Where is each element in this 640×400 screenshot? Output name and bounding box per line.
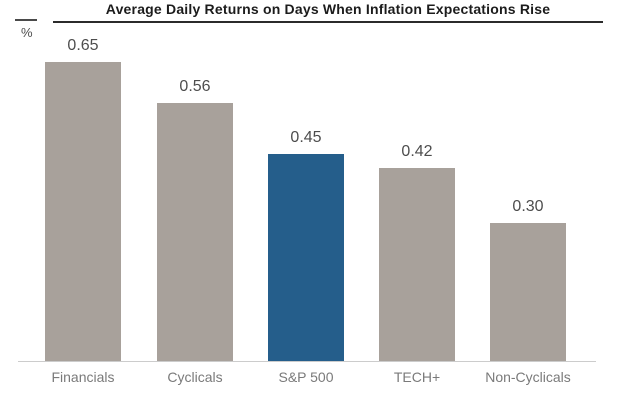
bar-group-cyclicals: 0.56 Cyclicals	[157, 0, 233, 400]
bar-value-financials: 0.65	[67, 37, 99, 54]
category-label-s-p-500: S&P 500	[278, 369, 334, 385]
x-axis-line	[18, 361, 596, 362]
y-axis-unit-label: %	[21, 25, 33, 40]
title-left-dash	[15, 19, 37, 21]
bar-cyclicals	[157, 103, 233, 361]
bar-value-s-p-500: 0.45	[290, 129, 322, 146]
bar-group-s-p-500: 0.45 S&P 500	[268, 0, 344, 400]
category-label-tech: TECH+	[393, 369, 441, 385]
bar-financials	[45, 62, 121, 361]
bar-group-tech: 0.42 TECH+	[379, 0, 455, 400]
bar-tech	[379, 168, 455, 361]
category-label-financials: Financials	[51, 369, 115, 385]
bar-value-cyclicals: 0.56	[179, 78, 211, 95]
category-label-cyclicals: Cyclicals	[167, 369, 223, 385]
bar-value-tech: 0.42	[401, 143, 433, 160]
bar-group-non-cyclicals: 0.30 Non-Cyclicals	[485, 0, 571, 400]
bar-s-p-500	[268, 154, 344, 361]
bar-group-financials: 0.65 Financials	[45, 0, 121, 400]
bar-value-non-cyclicals: 0.30	[512, 198, 544, 215]
chart-title: Average Daily Returns on Days When Infla…	[53, 1, 603, 23]
bar-non-cyclicals	[490, 223, 566, 361]
category-label-non-cyclicals: Non-Cyclicals	[485, 369, 571, 385]
